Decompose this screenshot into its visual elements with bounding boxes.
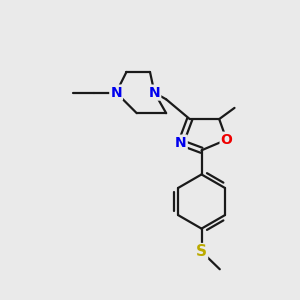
Text: O: O	[220, 133, 232, 147]
Text: N: N	[148, 85, 160, 100]
Text: N: N	[110, 85, 122, 100]
Text: N: N	[175, 136, 187, 150]
Text: S: S	[196, 244, 207, 259]
